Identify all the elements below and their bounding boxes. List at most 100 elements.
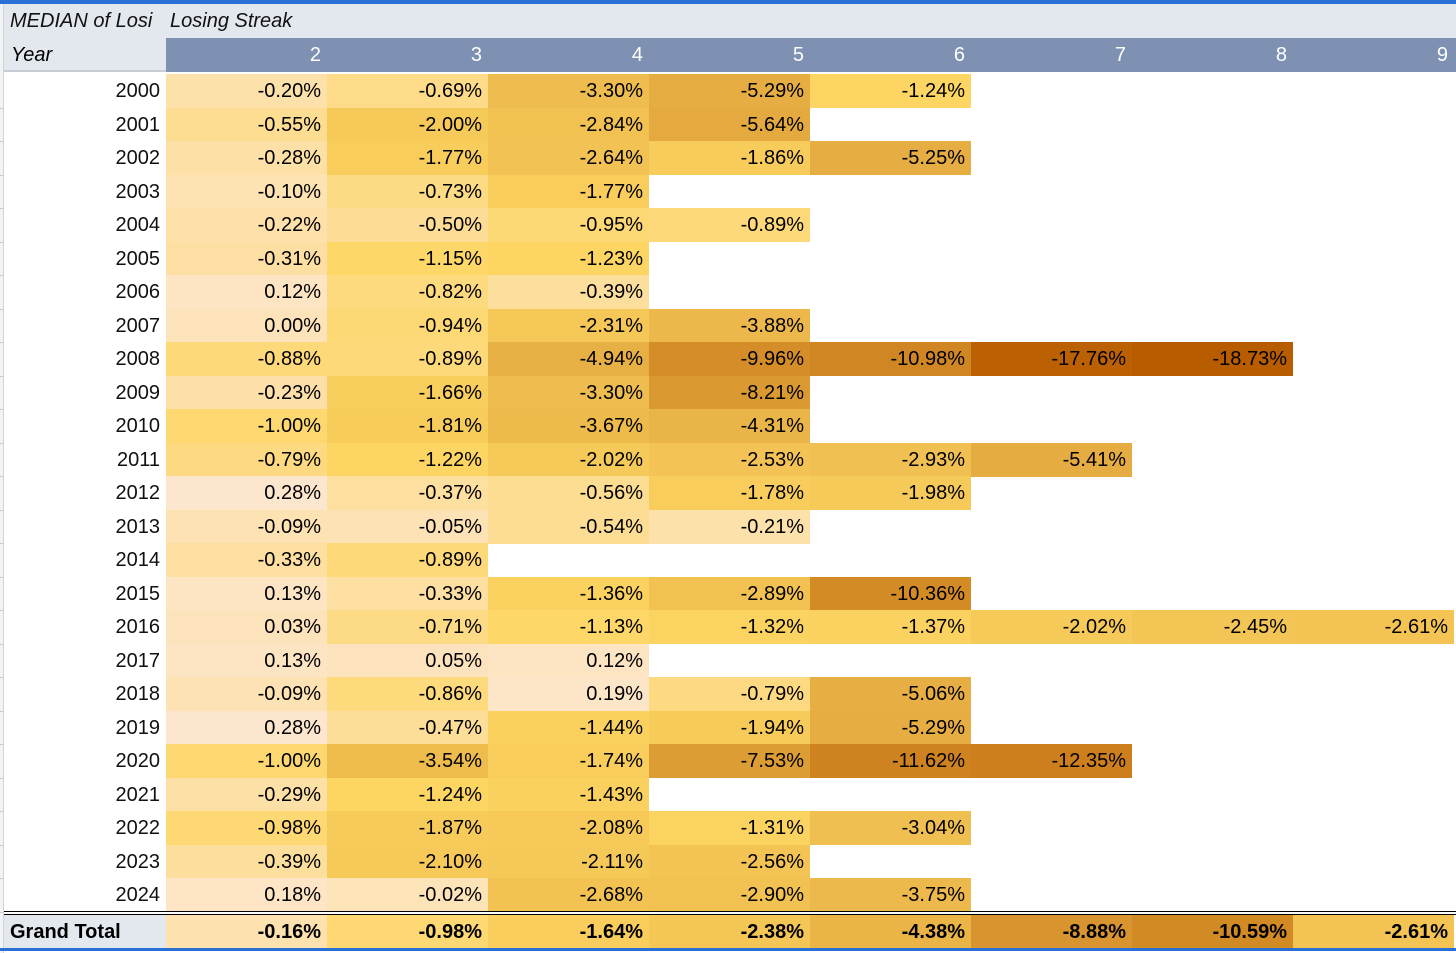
value-cell[interactable] [810, 376, 971, 410]
value-cell[interactable]: -2.64% [488, 141, 649, 175]
value-cell[interactable]: -0.89% [649, 208, 810, 242]
value-cell[interactable]: -7.53% [649, 744, 810, 778]
value-cell[interactable] [971, 778, 1132, 812]
value-cell[interactable] [971, 208, 1132, 242]
value-cell[interactable]: -3.54% [327, 744, 488, 778]
value-cell[interactable] [971, 309, 1132, 343]
value-cell[interactable]: -1.37% [810, 610, 971, 644]
row-label-year[interactable]: 2017 [115, 649, 161, 672]
value-cell[interactable]: -2.61% [1293, 610, 1454, 644]
column-header-8[interactable]: 8 [1275, 44, 1287, 66]
row-label-year[interactable]: 2020 [115, 750, 161, 772]
value-cell[interactable]: 0.13% [166, 576, 327, 611]
value-cell[interactable] [971, 108, 1132, 142]
value-cell[interactable]: -10.36% [810, 576, 971, 611]
value-cell[interactable]: -1.98% [810, 476, 971, 510]
value-cell[interactable]: -0.79% [649, 677, 810, 711]
value-cell[interactable] [1293, 275, 1454, 309]
value-cell[interactable]: -1.13% [488, 610, 649, 644]
value-cell[interactable]: -3.30% [488, 74, 649, 108]
value-cell[interactable]: -5.29% [810, 710, 971, 745]
value-cell[interactable] [810, 778, 971, 812]
value-cell[interactable] [810, 208, 971, 242]
row-label-year[interactable]: 2001 [115, 113, 161, 136]
value-cell[interactable]: -0.55% [166, 107, 327, 142]
value-cell[interactable] [1293, 476, 1454, 510]
value-cell[interactable]: -2.11% [488, 844, 649, 879]
value-cell[interactable]: -0.88% [166, 342, 327, 376]
value-cell[interactable] [971, 878, 1132, 912]
value-cell[interactable]: -2.68% [488, 878, 649, 912]
value-cell[interactable] [1132, 845, 1293, 879]
value-cell[interactable] [1293, 677, 1454, 711]
row-label-year[interactable]: 2014 [115, 549, 161, 571]
row-label-year[interactable]: 2010 [115, 415, 161, 437]
row-label-year[interactable]: 2007 [115, 314, 161, 337]
row-label-year[interactable]: 2009 [115, 381, 161, 404]
value-cell[interactable] [971, 543, 1132, 577]
grand-total-cell[interactable]: -2.61% [1293, 915, 1454, 949]
value-cell[interactable]: -3.04% [810, 811, 971, 845]
value-cell[interactable] [971, 510, 1132, 544]
value-cell[interactable] [1132, 543, 1293, 577]
value-cell[interactable] [649, 778, 810, 812]
value-cell[interactable]: -0.54% [488, 509, 649, 544]
value-cell[interactable]: -1.78% [649, 476, 810, 510]
value-cell[interactable]: -0.73% [327, 174, 488, 209]
value-cell[interactable]: -1.15% [327, 241, 488, 276]
column-header-9[interactable]: 9 [1436, 44, 1448, 66]
value-cell[interactable]: -2.90% [649, 878, 810, 912]
value-cell[interactable]: -0.05% [327, 509, 488, 544]
value-cell[interactable] [1132, 108, 1293, 142]
value-cell[interactable] [1132, 510, 1293, 544]
value-cell[interactable]: -0.39% [488, 275, 649, 309]
value-cell[interactable]: -1.23% [488, 241, 649, 276]
column-header-7[interactable]: 7 [1114, 44, 1126, 66]
value-cell[interactable] [1293, 543, 1454, 577]
value-cell[interactable]: -0.47% [327, 710, 488, 745]
grand-total-cell[interactable]: -10.59% [1132, 915, 1293, 949]
row-label-year[interactable]: 2021 [115, 783, 161, 806]
value-cell[interactable]: -1.86% [649, 141, 810, 175]
value-cell[interactable] [1293, 778, 1454, 812]
row-label-year[interactable]: 2004 [115, 214, 161, 236]
grand-total-cell[interactable]: -8.88% [971, 915, 1132, 949]
grand-total-cell[interactable]: -1.64% [488, 915, 649, 949]
value-cell[interactable] [1132, 242, 1293, 276]
value-cell[interactable] [1293, 644, 1454, 678]
value-cell[interactable]: -0.09% [166, 509, 327, 544]
value-cell[interactable]: -1.36% [488, 576, 649, 611]
value-cell[interactable] [971, 811, 1132, 845]
value-cell[interactable] [1293, 141, 1454, 175]
grand-total-label[interactable]: Grand Total [4, 915, 166, 949]
value-cell[interactable]: 0.28% [166, 710, 327, 745]
value-cell[interactable]: -0.82% [327, 275, 488, 309]
value-cell[interactable] [649, 175, 810, 209]
value-cell[interactable] [971, 175, 1132, 209]
value-cell[interactable]: -2.02% [488, 442, 649, 477]
value-cell[interactable] [1293, 510, 1454, 544]
value-cell[interactable] [1293, 342, 1454, 376]
value-cell[interactable]: -0.71% [327, 610, 488, 644]
row-label-year[interactable]: 2024 [115, 884, 161, 906]
value-cell[interactable] [1293, 811, 1454, 845]
value-cell[interactable]: -1.77% [488, 174, 649, 209]
value-cell[interactable]: -1.00% [166, 744, 327, 778]
value-cell[interactable] [971, 376, 1132, 410]
value-cell[interactable] [1293, 443, 1454, 477]
value-cell[interactable]: -4.94% [488, 342, 649, 376]
value-cell[interactable]: -0.10% [166, 174, 327, 209]
value-cell[interactable] [971, 577, 1132, 611]
value-cell[interactable]: 0.12% [166, 275, 327, 309]
value-cell[interactable]: -2.08% [488, 811, 649, 845]
value-cell[interactable] [1132, 175, 1293, 209]
value-cell[interactable]: -1.81% [327, 409, 488, 443]
value-cell[interactable]: -1.32% [649, 610, 810, 644]
row-label-year[interactable]: 2003 [115, 180, 161, 203]
value-cell[interactable] [1132, 677, 1293, 711]
pivot-value-label[interactable]: MEDIAN of Losi [10, 10, 153, 32]
value-cell[interactable]: -1.31% [649, 811, 810, 845]
value-cell[interactable]: -1.66% [327, 375, 488, 410]
value-cell[interactable] [810, 242, 971, 276]
value-cell[interactable]: -2.93% [810, 442, 971, 477]
